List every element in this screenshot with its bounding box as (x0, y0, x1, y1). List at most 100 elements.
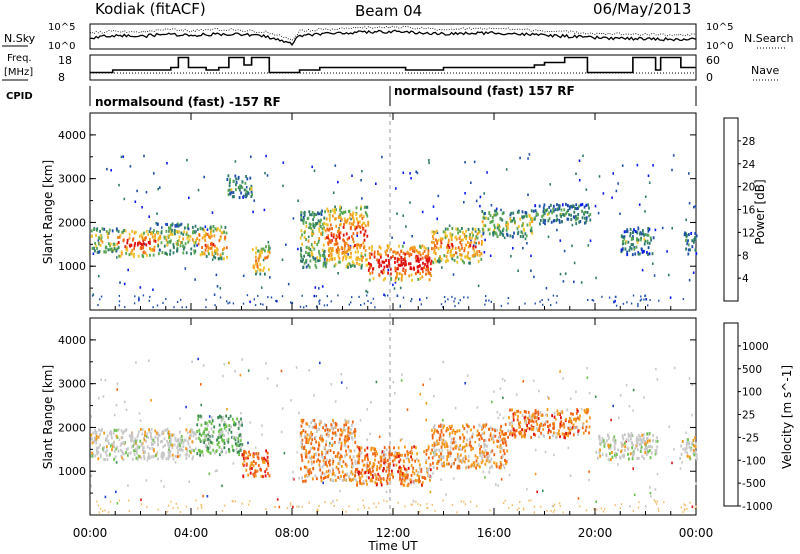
velocity-patch-cell (540, 431, 542, 435)
power-patch-cell (519, 235, 522, 238)
power-ground-cell (270, 296, 273, 299)
power-speckle (262, 258, 265, 262)
velocity-speckle (332, 500, 334, 503)
power-speckle (110, 169, 112, 172)
velocity-speckle (208, 472, 211, 475)
power-patch-cell (329, 223, 332, 227)
power-patch-cell (438, 257, 440, 261)
velocity-ground-cell (286, 507, 288, 509)
velocity-patch-cell (155, 432, 158, 435)
power-patch-cell (416, 250, 419, 254)
velocity-patch-cell (167, 454, 170, 458)
power-speckle (652, 262, 654, 265)
power-patch-cell (400, 249, 402, 253)
velocity-patch-cell (345, 449, 347, 453)
velocity-patch-cell (260, 474, 263, 478)
velocity-patch-cell (355, 478, 357, 482)
power-patch-cell (300, 213, 303, 217)
power-speckle (159, 186, 161, 189)
velocity-ground-cell (686, 508, 688, 511)
power-patch-cell (94, 241, 96, 245)
power-patch-cell (198, 233, 201, 237)
velocity-patch-cell (579, 414, 581, 418)
velocity-patch-cell (368, 476, 370, 480)
velocity-patch-cell (405, 473, 407, 477)
velocity-patch-cell (466, 438, 469, 442)
velocity-patch-cell (609, 452, 611, 456)
velocity-patch-cell (171, 433, 174, 437)
velocity-patch-cell (374, 452, 376, 455)
velocity-patch-cell (568, 420, 570, 424)
velocity-patch-cell (321, 465, 324, 469)
velocity-patch-cell (191, 428, 194, 432)
velocity-speckle (381, 452, 383, 455)
velocity-speckle (200, 403, 202, 407)
velocity-patch-cell (343, 478, 346, 482)
velocity-patch-cell (611, 451, 613, 454)
velocity-patch-cell (240, 435, 242, 439)
velocity-patch-cell (454, 458, 457, 462)
power-patch-cell (565, 212, 567, 216)
velocity-patch-cell (197, 417, 200, 421)
velocity-patch-cell (177, 449, 180, 452)
velocity-ground-cell (175, 502, 177, 505)
power-patch-cell (363, 205, 366, 209)
power-ground-cell (348, 303, 350, 306)
power-patch-cell (578, 204, 580, 208)
power-patch-cell (650, 238, 652, 242)
velocity-speckle (145, 479, 148, 482)
power-colorbar-tick-label: 24 (742, 159, 756, 171)
power-patch-cell (445, 260, 447, 264)
velocity-patch-cell (513, 428, 515, 432)
power-patch-cell (495, 232, 498, 236)
velocity-patch-cell (252, 453, 254, 457)
velocity-patch-cell (431, 433, 434, 437)
power-patch-cell (368, 253, 371, 257)
velocity-ground-cell (172, 507, 174, 510)
velocity-patch-cell (624, 433, 626, 437)
velocity-speckle (632, 467, 634, 470)
power-patch-cell (259, 272, 262, 276)
power-patch-cell (522, 234, 525, 238)
velocity-patch-cell (143, 446, 145, 450)
power-patch-cell (629, 227, 632, 231)
velocity-patch-cell (539, 424, 541, 428)
power-patch-cell (421, 267, 424, 271)
velocity-patch-cell (513, 432, 516, 436)
power-ground-cell (366, 294, 368, 297)
velocity-patch-cell (694, 436, 696, 440)
power-patch-cell (482, 223, 485, 227)
power-patch-cell (196, 227, 199, 231)
power-patch-cell (361, 223, 363, 227)
velocity-patch-cell (150, 436, 153, 440)
velocity-patch-cell (307, 451, 310, 455)
velocity-patch-cell (479, 434, 482, 438)
velocity-ground-cell (593, 508, 595, 511)
power-patch-cell (169, 252, 171, 256)
velocity-patch-cell (478, 433, 480, 437)
velocity-patch-cell (603, 444, 606, 448)
velocity-speckle (649, 486, 651, 489)
velocity-ground-cell (419, 504, 422, 507)
velocity-speckle (150, 399, 152, 402)
power-patch-cell (444, 236, 447, 240)
velocity-patch-cell (407, 453, 409, 457)
power-ground-cell (142, 294, 145, 297)
power-patch-cell (474, 245, 477, 249)
power-patch-cell (574, 207, 576, 210)
velocity-patch-cell (505, 462, 507, 465)
power-speckle (654, 228, 657, 232)
power-patch-cell (334, 211, 337, 215)
velocity-patch-cell (252, 464, 255, 468)
power-patch-cell (323, 250, 325, 254)
power-patch-cell (435, 245, 438, 249)
power-patch-cell (685, 234, 688, 238)
power-ground-cell (326, 304, 328, 307)
velocity-speckle (115, 404, 118, 407)
power-patch-cell (210, 234, 213, 238)
power-patch-cell (246, 190, 249, 194)
velocity-patch-cell (511, 420, 513, 424)
velocity-patch-cell (636, 440, 639, 444)
velocity-patch-cell (654, 439, 657, 443)
